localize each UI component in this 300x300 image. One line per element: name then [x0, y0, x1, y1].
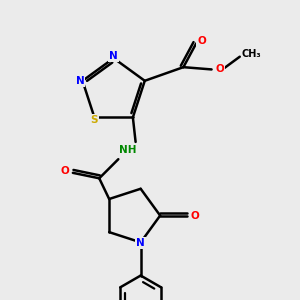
Text: O: O [197, 36, 206, 46]
Text: NH: NH [119, 145, 136, 155]
Text: N: N [109, 51, 118, 61]
Text: O: O [190, 211, 199, 220]
Text: N: N [136, 238, 145, 248]
Text: S: S [91, 115, 98, 125]
Text: O: O [60, 166, 69, 176]
Text: N: N [76, 76, 85, 86]
Text: CH₃: CH₃ [242, 50, 261, 59]
Text: O: O [215, 64, 224, 74]
